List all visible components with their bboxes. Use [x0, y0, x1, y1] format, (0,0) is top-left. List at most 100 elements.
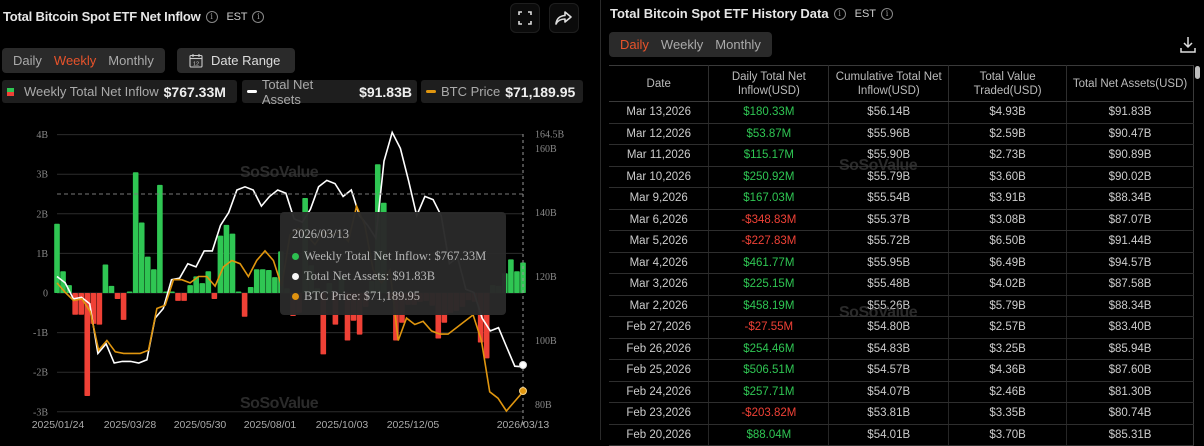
cell-traded: $4.36B — [948, 359, 1068, 382]
cell-traded: $2.73B — [948, 144, 1068, 167]
btc-marker — [519, 387, 527, 395]
legend-total-net-assets[interactable]: Total Net Assets $91.83B — [242, 77, 417, 107]
info-icon[interactable]: i — [833, 7, 846, 20]
table-row[interactable]: Mar 6,2026 -$348.83M $55.37B $3.08B $87.07B — [609, 209, 1194, 231]
timezone-info-icon[interactable]: i — [252, 10, 265, 23]
cell-inflow: $88.04M — [708, 424, 830, 446]
legend-btc-price[interactable]: BTC Price $71,189.95 — [421, 80, 583, 103]
tab-monthly[interactable]: Monthly — [715, 37, 761, 52]
history-data-panel: Total Bitcoin Spot ETF History Data i ES… — [600, 0, 1204, 446]
table-row[interactable]: Mar 2,2026 $458.19M $55.26B $5.79B $88.34B — [609, 295, 1194, 317]
svg-text:12: 12 — [193, 62, 199, 68]
cell-inflow: $461.77M — [708, 252, 830, 274]
share-icon — [555, 11, 572, 25]
cell-date: Mar 5,2026 — [609, 230, 710, 253]
cell-traded: $3.25B — [948, 338, 1068, 360]
cell-traded: $6.49B — [948, 252, 1068, 274]
table-row[interactable]: Mar 4,2026 $461.77M $55.95B $6.49B $94.57B — [609, 252, 1194, 274]
table-row[interactable]: Mar 13,2026 $180.33M $56.14B $4.93B $91.83B — [609, 101, 1194, 124]
column-header: Total Value Traded(USD) — [948, 65, 1068, 102]
cell-assets: $87.58B — [1066, 273, 1194, 296]
cell-assets: $87.07B — [1066, 209, 1194, 231]
calendar-icon: 12 — [189, 54, 203, 68]
cell-inflow: $506.51M — [708, 359, 830, 382]
cell-cumulative: $55.96B — [828, 123, 950, 145]
orange-line-swatch-icon — [426, 90, 436, 93]
tooltip-btc-text: BTC Price: $71,189.95 — [304, 289, 420, 303]
cell-assets: $85.31B — [1066, 424, 1194, 446]
history-title-row: Total Bitcoin Spot ETF History Data i ES… — [610, 6, 894, 21]
chart-tooltip: 2026/03/13 Weekly Total Net Inflow: $767… — [280, 212, 506, 315]
cell-cumulative: $55.26B — [828, 295, 950, 317]
cell-cumulative: $55.79B — [828, 166, 950, 188]
tooltip-inflow-text: Weekly Total Net Inflow: $767.33M — [304, 249, 487, 263]
date-range-label: Date Range — [211, 53, 281, 68]
cell-inflow: $53.87M — [708, 123, 830, 145]
svg-text:160B: 160B — [535, 144, 557, 155]
fullscreen-button[interactable] — [510, 3, 540, 33]
table-row[interactable]: Feb 27,2026 -$27.55M $54.80B $2.57B $83.40B — [609, 316, 1194, 339]
cell-assets: $90.47B — [1066, 123, 1194, 145]
period-toggle: Daily Weekly Monthly — [2, 48, 165, 73]
cell-assets: $91.44B — [1066, 230, 1194, 253]
table-row[interactable]: Mar 12,2026 $53.87M $55.96B $2.59B $90.47B — [609, 123, 1194, 145]
table-row[interactable]: Feb 25,2026 $506.51M $54.57B $4.36B $87.60B — [609, 359, 1194, 382]
svg-text:4B: 4B — [36, 130, 48, 141]
table-row[interactable]: Mar 3,2026 $225.15M $55.48B $4.02B $87.58B — [609, 273, 1194, 296]
cell-assets: $81.30B — [1066, 381, 1194, 403]
cell-inflow: $225.15M — [708, 273, 830, 296]
svg-text:80B: 80B — [535, 400, 552, 411]
table-row[interactable]: Feb 23,2026 -$203.82M $53.81B $3.35B $80.74B — [609, 402, 1194, 425]
tab-daily[interactable]: Daily — [13, 53, 42, 68]
table-row[interactable]: Feb 20,2026 $88.04M $54.01B $3.70B $85.31B — [609, 424, 1194, 446]
cell-traded: $3.70B — [948, 424, 1068, 446]
cell-inflow: $250.92M — [708, 166, 830, 188]
svg-text:2025/10/03: 2025/10/03 — [316, 419, 369, 431]
cell-date: Feb 27,2026 — [609, 316, 710, 339]
cell-inflow: $115.17M — [708, 144, 830, 167]
table-row[interactable]: Mar 11,2026 $115.17M $55.90B $2.73B $90.89B — [609, 144, 1194, 167]
legend-label: Weekly Total Net Inflow — [24, 84, 159, 99]
tab-weekly[interactable]: Weekly — [53, 53, 97, 68]
cell-date: Feb 25,2026 — [609, 359, 710, 382]
history-period-toggle: Daily Weekly Monthly — [609, 32, 772, 57]
legend-label: Total Net Assets — [261, 76, 314, 107]
fullscreen-icon — [518, 11, 532, 25]
timezone-info-icon[interactable]: i — [881, 7, 894, 20]
cell-traded: $6.50B — [948, 230, 1068, 253]
cell-inflow: $167.03M — [708, 187, 830, 210]
cell-date: Feb 23,2026 — [609, 402, 710, 425]
watermark-logo: SoSoValue — [839, 157, 918, 174]
table-scrollbar[interactable] — [1195, 66, 1200, 79]
bar-swatch-icon — [7, 87, 14, 96]
cell-assets: $94.57B — [1066, 252, 1194, 274]
date-range-button[interactable]: 12 Date Range — [177, 48, 295, 73]
cell-traded: $3.08B — [948, 209, 1068, 231]
table-row[interactable]: Mar 9,2026 $167.03M $55.54B $3.91B $88.34B — [609, 187, 1194, 210]
table-row[interactable]: Feb 26,2026 $254.46M $54.83B $3.25B $85.94B — [609, 338, 1194, 360]
legend-weekly-inflow[interactable]: Weekly Total Net Inflow $767.33M — [2, 80, 237, 103]
cell-assets: $83.40B — [1066, 316, 1194, 339]
tab-monthly[interactable]: Monthly — [108, 53, 154, 68]
svg-text:2026/03/13: 2026/03/13 — [497, 419, 550, 431]
cell-cumulative: $55.90B — [828, 144, 950, 167]
cell-traded: $2.46B — [948, 381, 1068, 403]
column-header: Daily Total Net Inflow(USD) — [708, 65, 830, 102]
table-row[interactable]: Mar 5,2026 -$227.83M $55.72B $6.50B $91.44B — [609, 230, 1194, 253]
cell-date: Mar 4,2026 — [609, 252, 710, 274]
svg-text:164.5B: 164.5B — [535, 130, 565, 141]
timezone-label: EST — [226, 10, 248, 23]
table-row[interactable]: Mar 10,2026 $250.92M $55.79B $3.60B $90.02B — [609, 166, 1194, 188]
info-icon[interactable]: i — [205, 10, 218, 23]
svg-text:2B: 2B — [36, 209, 48, 220]
tab-daily[interactable]: Daily — [620, 37, 649, 52]
tab-weekly[interactable]: Weekly — [660, 37, 704, 52]
cell-date: Mar 3,2026 — [609, 273, 710, 296]
table-row[interactable]: Feb 24,2026 $257.71M $54.07B $2.46B $81.30B — [609, 381, 1194, 403]
cell-date: Feb 24,2026 — [609, 381, 710, 403]
legend-label: BTC Price — [441, 84, 501, 99]
share-button[interactable] — [549, 3, 579, 33]
download-icon[interactable] — [1178, 35, 1198, 55]
cell-cumulative: $55.48B — [828, 273, 950, 296]
svg-text:2025/08/01: 2025/08/01 — [244, 419, 297, 431]
